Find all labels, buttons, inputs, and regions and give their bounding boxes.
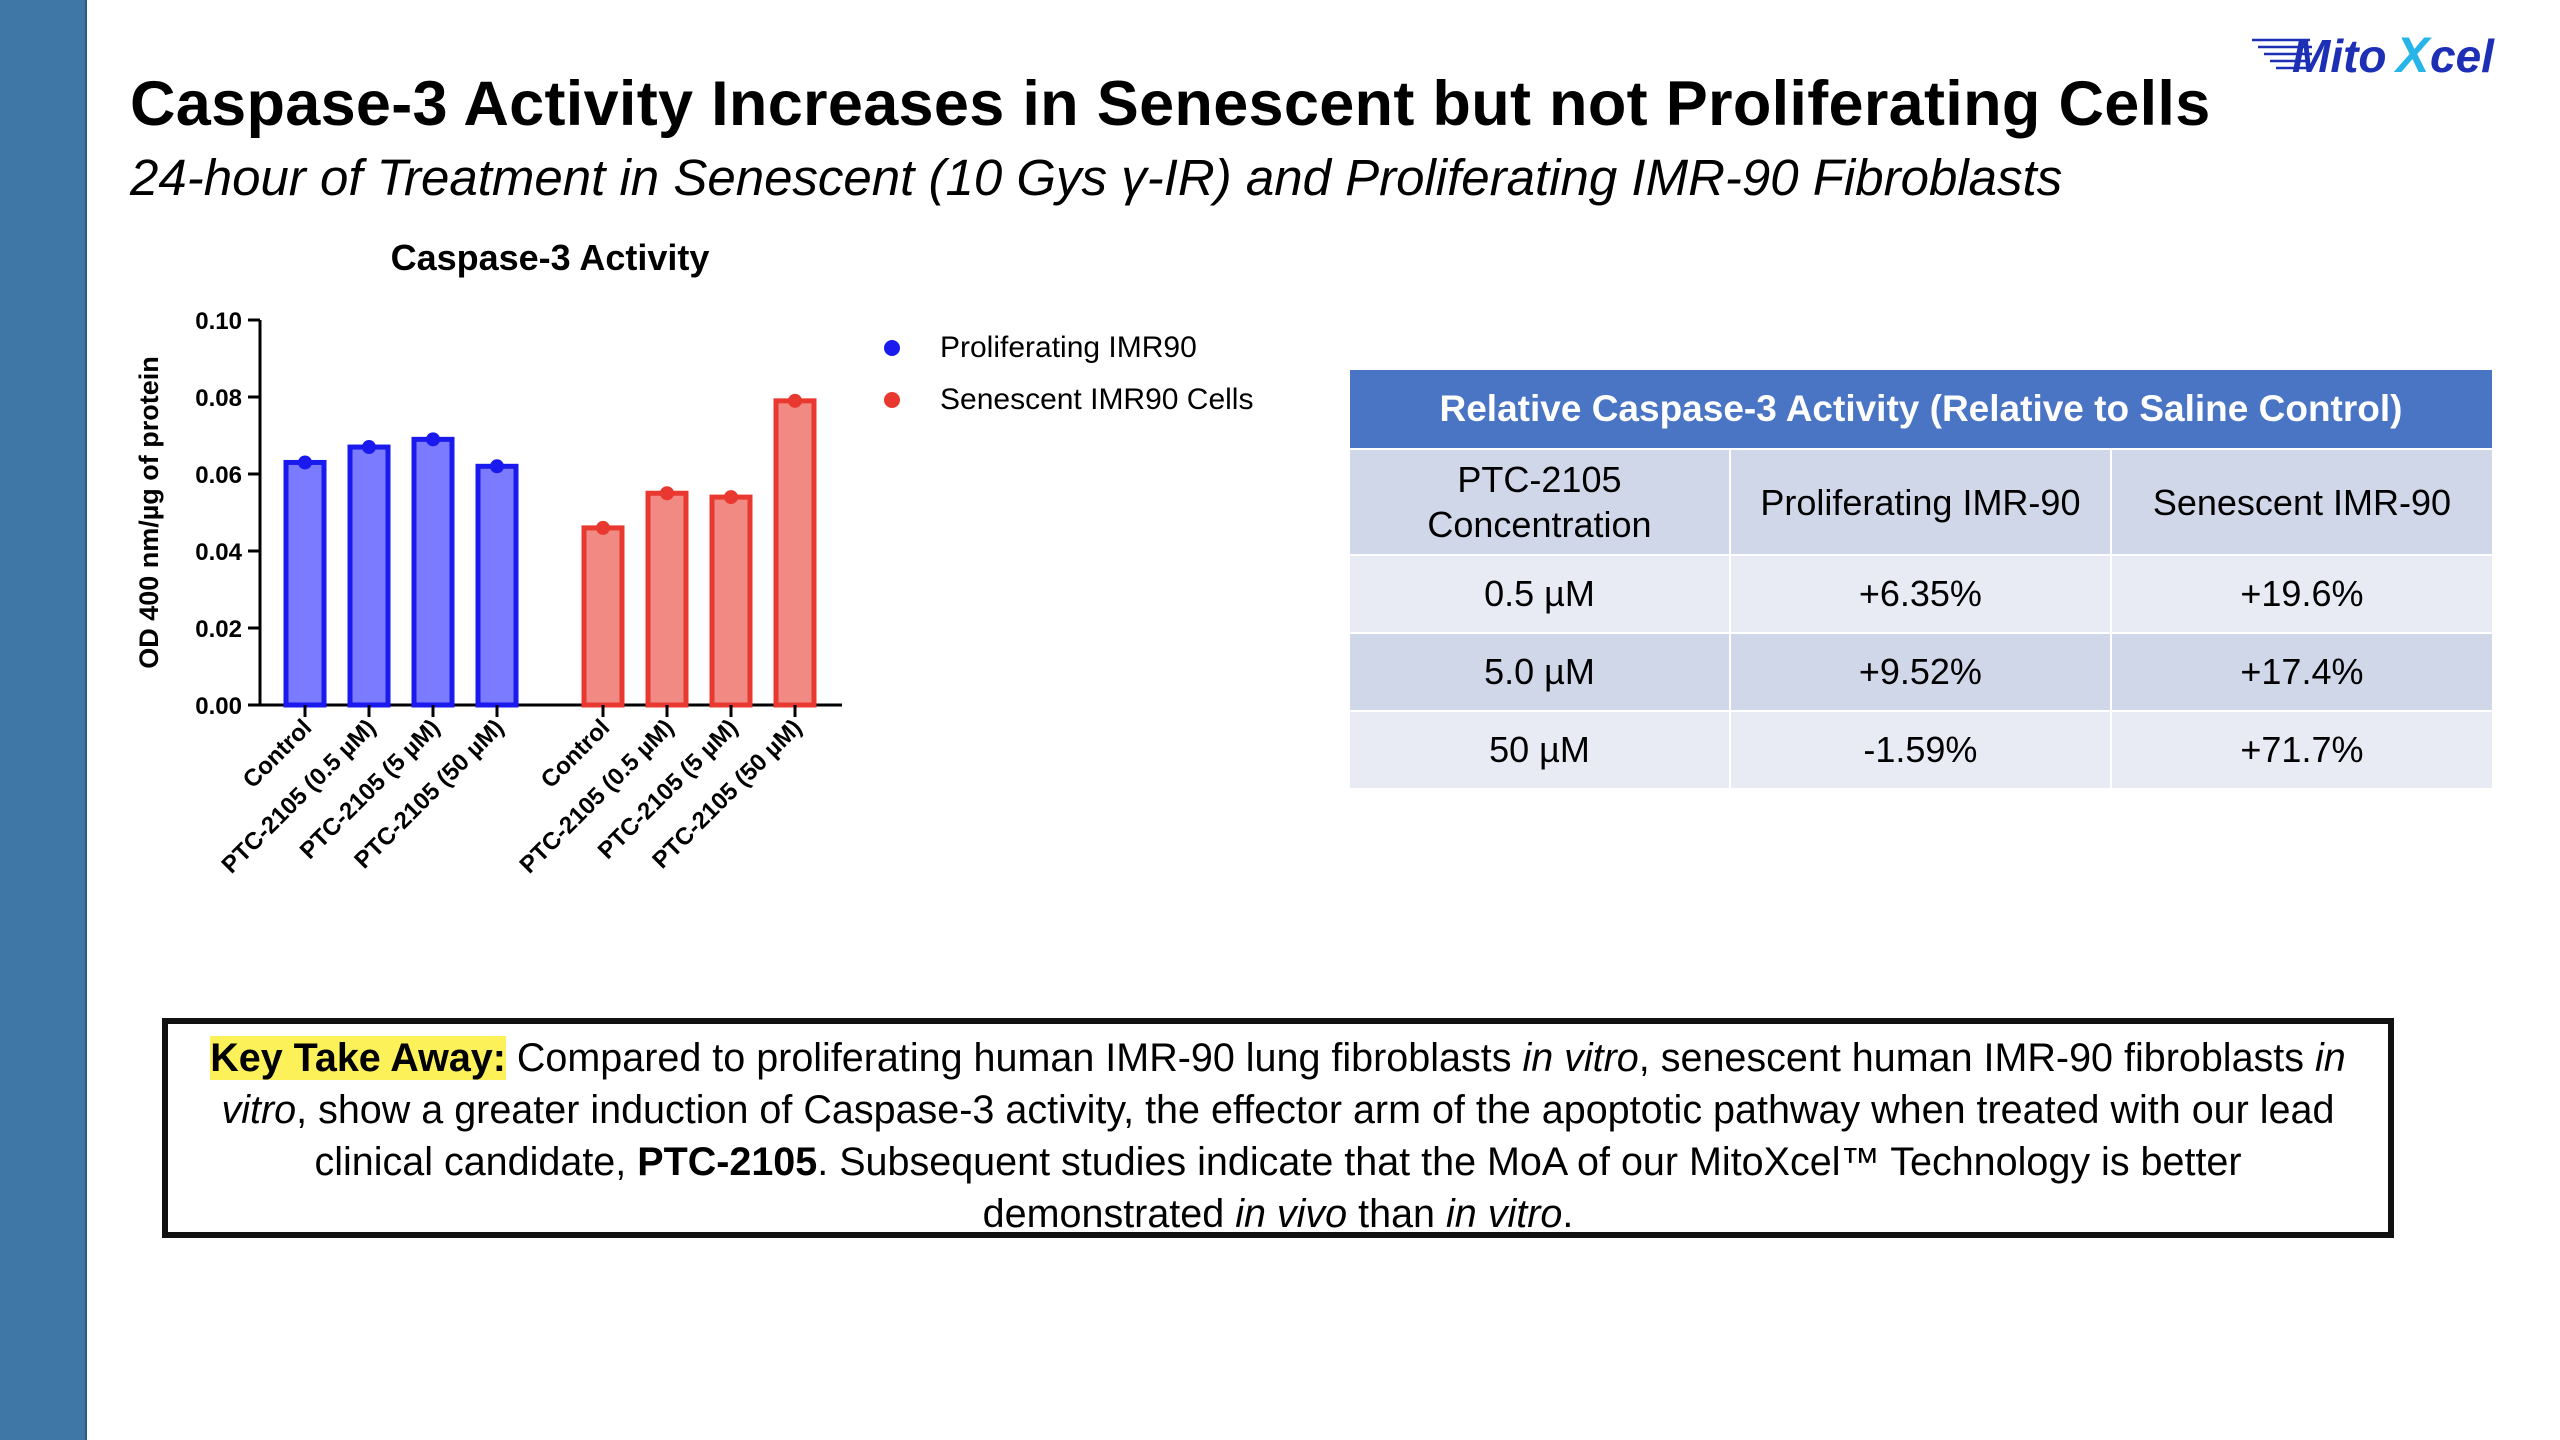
column-header-senescent: Senescent IMR-90 bbox=[2109, 448, 2495, 556]
table-row: 50 µM -1.59% +71.7% bbox=[1348, 710, 2495, 790]
data-point bbox=[298, 455, 312, 470]
takeaway-text: than bbox=[1347, 1192, 1446, 1236]
takeaway-italic: in vivo bbox=[1235, 1192, 1348, 1236]
slide-subtitle: 24-hour of Treatment in Senescent (10 Gy… bbox=[130, 149, 2063, 206]
data-point bbox=[724, 490, 738, 505]
chart-title: Caspase-3 Activity bbox=[390, 237, 710, 278]
cell-senescent: +17.4% bbox=[2109, 632, 2495, 712]
bar bbox=[283, 459, 327, 708]
data-point bbox=[490, 459, 504, 474]
takeaway-candidate-name: PTC-2105 bbox=[637, 1140, 818, 1184]
cell-concentration: 5.0 µM bbox=[1348, 632, 1731, 712]
takeaway-italic: in vitro bbox=[1445, 1192, 1563, 1236]
legend-marker-proliferating bbox=[884, 340, 900, 356]
caspase-bar-chart: 0.00 0.02 0.04 0.06 0.08 0.10 OD 400 nm/µg of … bbox=[134, 308, 842, 879]
column-header-proliferating: Proliferating IMR-90 bbox=[1728, 448, 2112, 556]
y-tick-label: 0.02 bbox=[195, 616, 242, 643]
takeaway-text: . bbox=[1562, 1192, 1574, 1236]
cell-proliferating: +9.52% bbox=[1728, 632, 2112, 712]
legend-item-proliferating: Proliferating IMR90 bbox=[880, 322, 1253, 374]
bar bbox=[645, 490, 689, 708]
y-tick-label: 0.00 bbox=[195, 693, 242, 720]
y-tick-label: 0.04 bbox=[195, 539, 242, 566]
svg-text:X: X bbox=[2393, 27, 2432, 83]
data-point bbox=[660, 486, 674, 501]
data-point bbox=[596, 520, 610, 535]
takeaway-text: , show a greater induction of Caspase-3 … bbox=[296, 1088, 2335, 1184]
takeaway-italic: in vitro bbox=[221, 1036, 2346, 1132]
legend-label-senescent: Senescent IMR90 Cells bbox=[940, 383, 1254, 416]
table-row: 0.5 µM +6.35% +19.6% bbox=[1348, 554, 2495, 634]
bar bbox=[773, 398, 817, 708]
cell-concentration: 0.5 µM bbox=[1348, 554, 1731, 634]
column-header-concentration: PTC-2105 Concentration bbox=[1348, 448, 1731, 556]
relative-activity-table: Relative Caspase-3 Activity (Relative to… bbox=[1348, 368, 2495, 790]
takeaway-italic: in vitro bbox=[1522, 1036, 1639, 1080]
y-tick-label: 0.10 bbox=[195, 308, 242, 335]
svg-text:cel: cel bbox=[2430, 30, 2495, 82]
cell-senescent: +71.7% bbox=[2109, 710, 2495, 790]
takeaway-text: Compared to proliferating human IMR-90 l… bbox=[505, 1036, 1523, 1080]
bar bbox=[475, 463, 519, 708]
slide-title: Caspase-3 Activity Increases in Senescen… bbox=[130, 69, 2211, 139]
data-point bbox=[426, 432, 440, 447]
legend-marker-senescent bbox=[884, 392, 900, 408]
y-tick-label: 0.08 bbox=[195, 385, 242, 412]
cell-proliferating: -1.59% bbox=[1728, 710, 2112, 790]
bar bbox=[709, 494, 753, 708]
legend-label-proliferating: Proliferating IMR90 bbox=[940, 331, 1197, 364]
key-takeaway-box: Key Take Away: Compared to proliferating… bbox=[162, 1018, 2394, 1238]
takeaway-text: . Subsequent studies indicate that the M… bbox=[817, 1140, 2242, 1236]
data-point bbox=[362, 440, 376, 455]
chart-legend: Proliferating IMR90 Senescent IMR90 Cell… bbox=[880, 322, 1253, 426]
cell-senescent: +19.6% bbox=[2109, 554, 2495, 634]
mitoxcel-logo: Mito X cel bbox=[2252, 27, 2495, 83]
svg-text:Mito: Mito bbox=[2292, 30, 2387, 82]
bar bbox=[411, 436, 455, 708]
data-point bbox=[788, 393, 802, 408]
y-tick-label: 0.06 bbox=[195, 462, 242, 489]
bar bbox=[347, 444, 391, 708]
cell-proliferating: +6.35% bbox=[1728, 554, 2112, 634]
key-takeaway-label: Key Take Away: bbox=[210, 1036, 506, 1080]
table-title: Relative Caspase-3 Activity (Relative to… bbox=[1348, 368, 2494, 450]
y-axis-title: OD 400 nm/µg of protein bbox=[134, 356, 164, 669]
left-accent-bar bbox=[0, 0, 87, 1440]
takeaway-text: , senescent human IMR-90 fibroblasts bbox=[1638, 1036, 2315, 1080]
table-row: 5.0 µM +9.52% +17.4% bbox=[1348, 632, 2495, 712]
legend-item-senescent: Senescent IMR90 Cells bbox=[880, 374, 1253, 426]
cell-concentration: 50 µM bbox=[1348, 710, 1731, 790]
bar bbox=[581, 525, 625, 708]
